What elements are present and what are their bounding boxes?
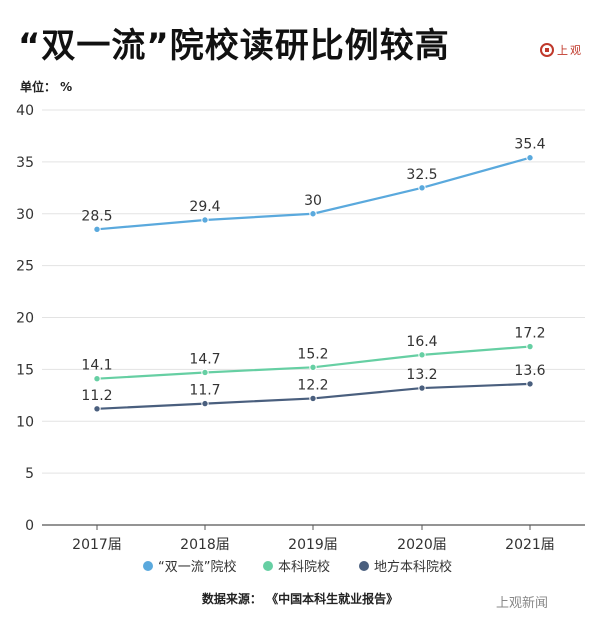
y-tick-label: 0 — [25, 518, 34, 534]
data-label: 11.7 — [189, 383, 220, 399]
data-point — [418, 384, 426, 392]
y-tick-label: 20 — [16, 311, 34, 327]
data-point — [418, 351, 426, 359]
data-point — [526, 380, 534, 388]
x-tick-label: 2017届 — [72, 537, 122, 553]
axes: 0 5 10 15 20 25 30 35 40 2017届 2018届 2019届 2020届 2021… — [16, 103, 555, 553]
watermark: 上观新闻 — [496, 596, 549, 611]
legend-swatch — [359, 561, 369, 571]
x-tick-label: 2019届 — [288, 537, 338, 553]
data-label: 13.6 — [514, 363, 545, 379]
legend-label: 本科院校 — [278, 559, 330, 575]
data-label: 11.2 — [81, 388, 112, 404]
chart-title: “双一流”院校读研比例较高 — [18, 26, 450, 66]
data-label: 15.2 — [297, 346, 328, 362]
legend-swatch — [143, 561, 153, 571]
y-tick-label: 35 — [16, 155, 34, 171]
data-point — [201, 399, 209, 408]
data-label: 30 — [304, 193, 322, 209]
data-point — [201, 368, 209, 377]
data-point — [309, 394, 317, 403]
data-source: 数据来源： 《中国本科生就业报告》 — [201, 592, 399, 606]
y-tick-label: 15 — [16, 362, 34, 378]
y-tick-label: 10 — [16, 414, 34, 430]
data-point — [93, 225, 101, 234]
publisher-logo: 上观 — [540, 42, 583, 58]
legend-label: “双一流”院校 — [158, 559, 236, 575]
y-tick-label: 30 — [16, 207, 34, 223]
series: 28.5 29.4 30 32.5 35.4 14.1 14.7 15.2 16.4 17.2 11… — [81, 137, 546, 413]
y-tick-label: 5 — [25, 466, 34, 482]
data-label: 14.1 — [81, 358, 112, 374]
logo-icon — [540, 43, 554, 57]
legend-label: 地方本科院校 — [374, 559, 452, 575]
data-label: 13.2 — [406, 367, 437, 383]
unit-label: 单位： % — [20, 80, 73, 94]
data-point — [526, 342, 534, 351]
y-tick-label: 40 — [16, 103, 34, 119]
data-label: 35.4 — [514, 137, 545, 153]
data-point — [309, 363, 317, 371]
legend-swatch — [263, 561, 273, 571]
data-label: 28.5 — [81, 208, 112, 224]
data-point — [526, 154, 534, 162]
data-label: 17.2 — [514, 326, 545, 342]
data-point — [309, 210, 317, 218]
data-label: 14.7 — [189, 351, 220, 367]
data-label: 32.5 — [406, 167, 437, 183]
data-point — [418, 184, 426, 192]
data-point — [93, 405, 101, 413]
data-label: 16.4 — [406, 334, 437, 350]
legend: “双一流”院校 本科院校 地方本科院校 — [143, 559, 452, 575]
data-label: 12.2 — [297, 377, 328, 393]
data-point — [201, 216, 209, 224]
data-point — [93, 375, 101, 383]
grid-lines — [42, 109, 585, 526]
x-tick-label: 2020届 — [397, 537, 447, 553]
data-label: 29.4 — [189, 199, 220, 215]
y-tick-label: 25 — [16, 259, 34, 275]
logo-text: 上观 — [557, 44, 583, 57]
x-tick-label: 2018届 — [180, 537, 230, 553]
x-tick-label: 2021届 — [505, 537, 555, 553]
